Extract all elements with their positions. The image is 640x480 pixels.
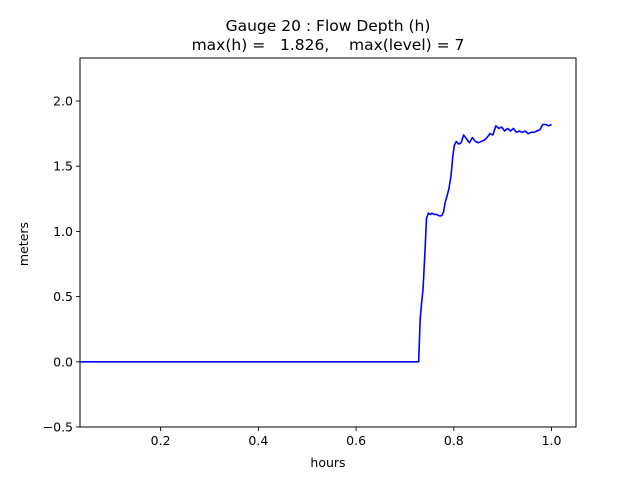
y-axis: −0.5 0.0 0.5 1.0 1.5 2.0 — [43, 94, 80, 435]
plot-frame — [79, 57, 577, 428]
x-tick-label: 0.6 — [346, 433, 366, 448]
x-tick-label: 0.4 — [248, 433, 268, 448]
x-tick-label: 1.0 — [542, 433, 562, 448]
y-tick-label: 0.0 — [53, 354, 73, 369]
series-line-1 — [80, 123, 552, 363]
x-tick-label: 0.2 — [151, 433, 171, 448]
y-tick-label: −0.5 — [43, 420, 73, 435]
x-tick-label: 0.8 — [444, 433, 464, 448]
x-axis-label: hours — [310, 455, 345, 470]
y-tick-label: 1.0 — [53, 224, 73, 239]
y-tick-label: 0.5 — [53, 289, 73, 304]
x-axis: 0.2 0.4 0.6 0.8 1.0 — [151, 427, 562, 448]
chart-title: Gauge 20 : Flow Depth (h) max(h) = 1.826… — [192, 17, 465, 54]
plot-area — [80, 123, 552, 363]
y-tick-label: 1.5 — [53, 159, 73, 174]
chart-title-line-2: max(h) = 1.826, max(level) = 7 — [192, 36, 465, 54]
chart-title-line-1: Gauge 20 : Flow Depth (h) — [226, 17, 431, 35]
y-axis-label: meters — [16, 222, 31, 266]
y-tick-label: 2.0 — [53, 94, 73, 109]
